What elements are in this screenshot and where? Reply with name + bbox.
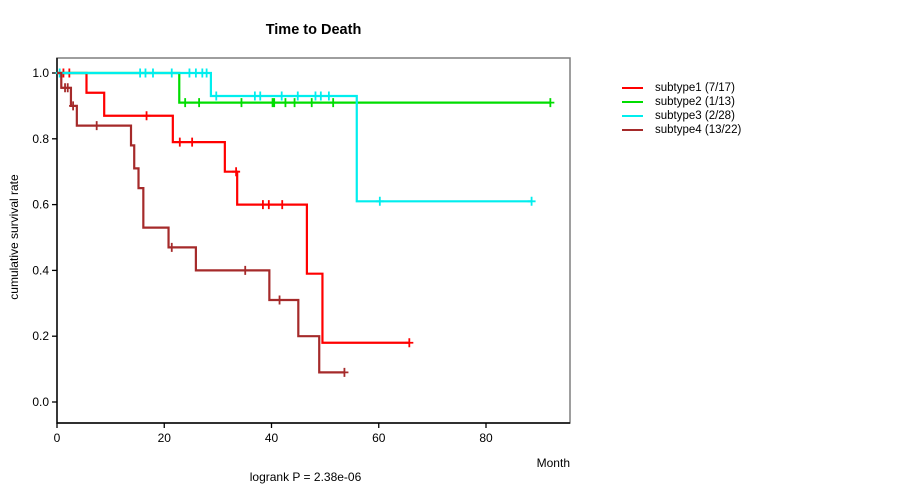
x-axis-title: Month [536,456,570,470]
y-tick-label: 0.4 [32,263,49,277]
survival-curve-subtype3 [57,71,532,203]
legend: subtype1 (7/17) subtype2 (1/13) subtype3 (… [622,81,741,137]
y-axis-title: cumulative survival rate [7,174,21,300]
x-tick-label: 20 [158,431,172,445]
legend-label: subtype3 (2/28) [655,110,735,122]
legend-item-subtype2: subtype2 (1/13) [622,95,741,109]
censor-marks-subtype2 [181,98,555,108]
survival-curve-subtype1 [57,71,410,344]
plot-box [56,57,571,424]
axis-lines [56,58,570,424]
y-tick-label: 0.8 [32,132,49,146]
censor-marks-subtype1 [59,68,414,348]
y-tick-label: 0.6 [32,198,49,212]
legend-item-subtype4: subtype4 (13/22) [622,123,741,137]
x-tick-label: 0 [54,431,61,445]
legend-item-subtype3: subtype3 (2/28) [622,109,741,123]
x-tick-label: 80 [479,431,493,445]
legend-line-icon [622,87,643,89]
censor-marks-subtype4 [61,83,349,377]
legend-line-icon [622,101,643,103]
chart-title: Time to Death [265,22,362,38]
y-tick-label: 0.2 [32,329,49,343]
y-tick-label: 0.0 [32,395,49,409]
legend-line-icon [622,115,643,117]
x-tick-label: 60 [372,431,386,445]
legend-item-subtype1: subtype1 (7/17) [622,81,741,95]
survival-curve-subtype2 [57,71,551,104]
y-tick-label: 1.0 [32,66,49,80]
legend-line-icon [622,129,643,131]
x-tick-label: 40 [265,431,279,445]
logrank-annotation: logrank P = 2.38e-06 [249,470,362,484]
legend-label: subtype4 (13/22) [655,124,742,136]
legend-label: subtype2 (1/13) [655,96,735,108]
legend-label: subtype1 (7/17) [655,82,735,94]
survival-curve-subtype4 [57,71,345,374]
censor-marks-subtype3 [55,68,536,206]
